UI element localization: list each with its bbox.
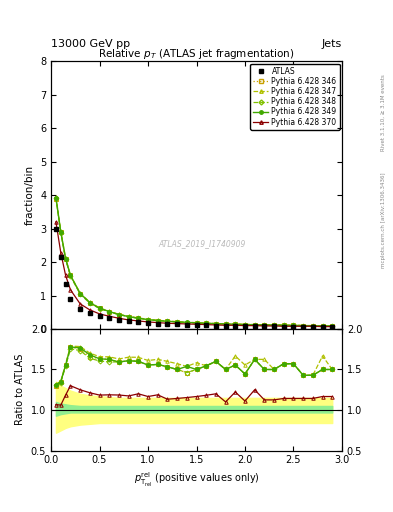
Text: mcplots.cern.ch [arXiv:1306.3436]: mcplots.cern.ch [arXiv:1306.3436] [381, 173, 386, 268]
Legend: ATLAS, Pythia 6.428 346, Pythia 6.428 347, Pythia 6.428 348, Pythia 6.428 349, P: ATLAS, Pythia 6.428 346, Pythia 6.428 34… [250, 63, 340, 130]
Y-axis label: fraction/bin: fraction/bin [24, 165, 35, 225]
Text: ATLAS_2019_I1740909: ATLAS_2019_I1740909 [159, 239, 246, 248]
Text: Jets: Jets [321, 38, 342, 49]
Y-axis label: Ratio to ATLAS: Ratio to ATLAS [15, 354, 25, 425]
Text: Rivet 3.1.10, ≥ 3.1M events: Rivet 3.1.10, ≥ 3.1M events [381, 74, 386, 151]
Title: Relative $p_{T}$ (ATLAS jet fragmentation): Relative $p_{T}$ (ATLAS jet fragmentatio… [98, 48, 295, 61]
Text: 13000 GeV pp: 13000 GeV pp [51, 38, 130, 49]
X-axis label: $p_{\mathrm{T}_{\mathrm{rel}}}^{\mathrm{rel}}$ (positive values only): $p_{\mathrm{T}_{\mathrm{rel}}}^{\mathrm{… [134, 471, 259, 489]
